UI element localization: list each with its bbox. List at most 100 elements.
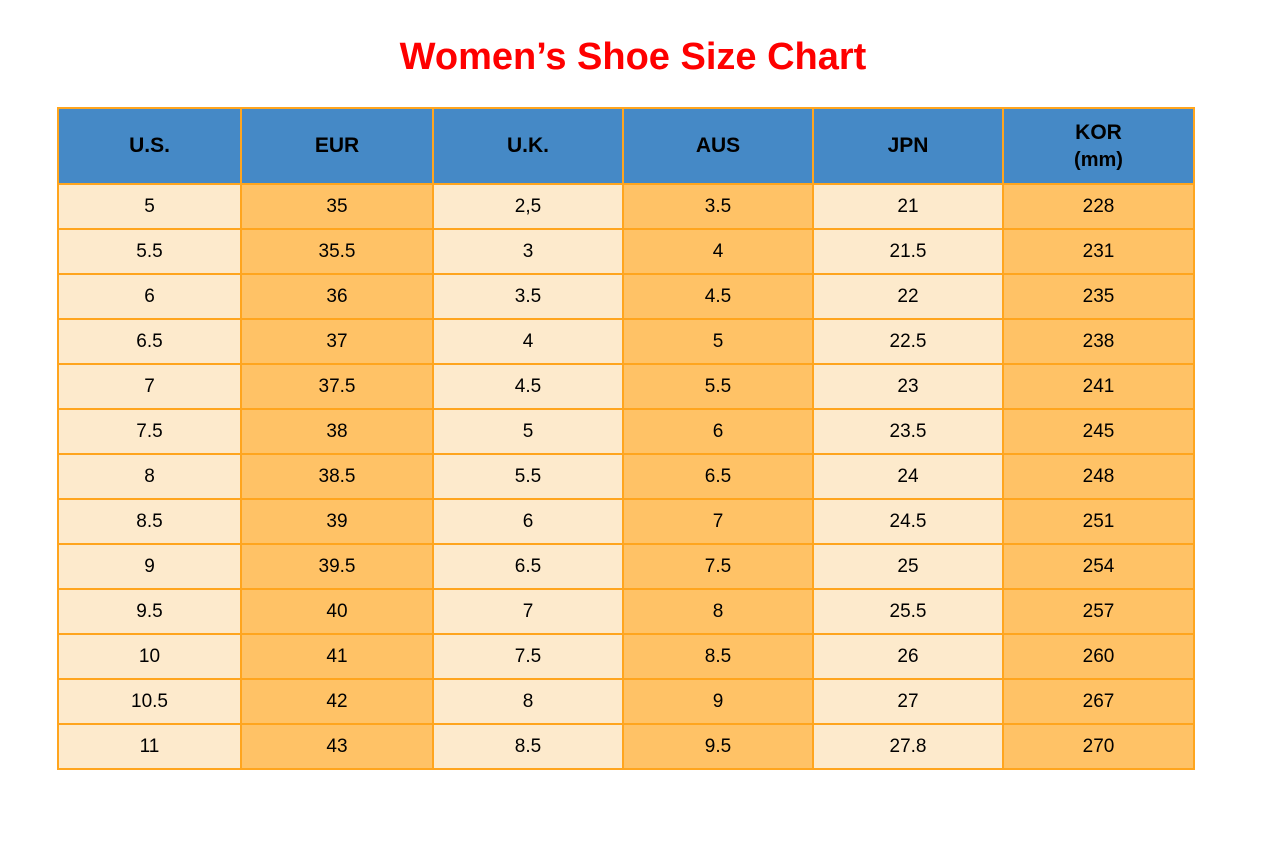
table-row: 5 35 2,5 3.5 21 228: [57, 183, 1195, 230]
table-cell: 4: [432, 318, 624, 365]
table-cell: 27: [812, 678, 1004, 725]
table-cell: 7.5: [622, 543, 814, 590]
table-cell: 21: [812, 183, 1004, 230]
table-cell: 8: [622, 588, 814, 635]
header-label: U.K.: [507, 134, 549, 158]
table-cell: 8: [432, 678, 624, 725]
table-cell: 24: [812, 453, 1004, 500]
table-cell: 254: [1002, 543, 1195, 590]
table-cell: 37: [240, 318, 434, 365]
table-row: 10 41 7.5 8.5 26 260: [57, 633, 1195, 680]
table-cell: 228: [1002, 183, 1195, 230]
table-cell: 238: [1002, 318, 1195, 365]
table-cell: 35.5: [240, 228, 434, 275]
table-row: 11 43 8.5 9.5 27.8 270: [57, 723, 1195, 770]
table-cell: 25.5: [812, 588, 1004, 635]
table-cell: 8.5: [57, 498, 242, 545]
table-cell: 267: [1002, 678, 1195, 725]
header-label: U.S.: [129, 134, 170, 158]
shoe-size-table: U.S. EUR U.K. AUS JPN KOR (mm) 5 35 2,5 3.5 21 228 5…: [57, 107, 1195, 770]
table-cell: 40: [240, 588, 434, 635]
table-cell: 27.8: [812, 723, 1004, 770]
table-cell: 235: [1002, 273, 1195, 320]
table-cell: 248: [1002, 453, 1195, 500]
header-cell-u-k: U.K.: [432, 107, 624, 185]
table-cell: 22: [812, 273, 1004, 320]
header-label: AUS: [695, 134, 741, 158]
table-cell: 24.5: [812, 498, 1004, 545]
table-cell: 7.5: [57, 408, 242, 455]
table-cell: 39.5: [240, 543, 434, 590]
table-cell: 245: [1002, 408, 1195, 455]
table-row: 8 38.5 5.5 6.5 24 248: [57, 453, 1195, 500]
table-cell: 38: [240, 408, 434, 455]
table-cell: 43: [240, 723, 434, 770]
table-cell: 36: [240, 273, 434, 320]
table-row: 7 37.5 4.5 5.5 23 241: [57, 363, 1195, 410]
table-cell: 3: [432, 228, 624, 275]
header-row: U.S. EUR U.K. AUS JPN KOR (mm): [57, 107, 1195, 185]
table-cell: 42: [240, 678, 434, 725]
header-cell-u-s: U.S.: [57, 107, 242, 185]
table-cell: 37.5: [240, 363, 434, 410]
table-cell: 11: [57, 723, 242, 770]
table-cell: 7.5: [432, 633, 624, 680]
table-body: 5 35 2,5 3.5 21 228 5.5 35.5 3 4 21.5 231 6 36 3.5 4.5 2…: [57, 183, 1195, 770]
table-cell: 260: [1002, 633, 1195, 680]
header-cell-aus: AUS: [622, 107, 814, 185]
table-cell: 9.5: [57, 588, 242, 635]
table-cell: 23: [812, 363, 1004, 410]
table-cell: 22.5: [812, 318, 1004, 365]
table-cell: 270: [1002, 723, 1195, 770]
table-row: 10.5 42 8 9 27 267: [57, 678, 1195, 725]
table-cell: 2,5: [432, 183, 624, 230]
table-cell: 257: [1002, 588, 1195, 635]
table-cell: 5.5: [622, 363, 814, 410]
table-cell: 10.5: [57, 678, 242, 725]
table-cell: 9: [622, 678, 814, 725]
table-cell: 5.5: [432, 453, 624, 500]
table-cell: 41: [240, 633, 434, 680]
table-row: 6 36 3.5 4.5 22 235: [57, 273, 1195, 320]
table-row: 7.5 38 5 6 23.5 245: [57, 408, 1195, 455]
header-cell-kor-mm: KOR (mm): [1002, 107, 1195, 185]
table-cell: 3.5: [622, 183, 814, 230]
table-cell: 26: [812, 633, 1004, 680]
table-cell: 4.5: [432, 363, 624, 410]
table-cell: 8.5: [432, 723, 624, 770]
table-cell: 5: [432, 408, 624, 455]
table-cell: 9: [57, 543, 242, 590]
header-label: KOR: [1075, 121, 1122, 145]
table-cell: 6: [432, 498, 624, 545]
table-cell: 7: [622, 498, 814, 545]
table-cell: 8: [57, 453, 242, 500]
table-cell: 38.5: [240, 453, 434, 500]
header-sublabel: (mm): [1074, 148, 1123, 171]
table-cell: 7: [57, 363, 242, 410]
table-cell: 35: [240, 183, 434, 230]
table-cell: 6.5: [57, 318, 242, 365]
table-row: 8.5 39 6 7 24.5 251: [57, 498, 1195, 545]
header-cell-jpn: JPN: [812, 107, 1004, 185]
table-row: 9 39.5 6.5 7.5 25 254: [57, 543, 1195, 590]
table-cell: 9.5: [622, 723, 814, 770]
table-cell: 231: [1002, 228, 1195, 275]
table-cell: 23.5: [812, 408, 1004, 455]
table-cell: 6: [622, 408, 814, 455]
table-cell: 3.5: [432, 273, 624, 320]
table-cell: 39: [240, 498, 434, 545]
table-cell: 241: [1002, 363, 1195, 410]
table-cell: 8.5: [622, 633, 814, 680]
header-cell-eur: EUR: [240, 107, 434, 185]
table-cell: 6: [57, 273, 242, 320]
header-label: EUR: [314, 134, 360, 158]
table-cell: 21.5: [812, 228, 1004, 275]
page-title: Women’s Shoe Size Chart: [399, 36, 867, 78]
table-cell: 4.5: [622, 273, 814, 320]
table-cell: 5: [622, 318, 814, 365]
table-cell: 5: [57, 183, 242, 230]
table-row: 5.5 35.5 3 4 21.5 231: [57, 228, 1195, 275]
table-cell: 6.5: [432, 543, 624, 590]
table-cell: 5.5: [57, 228, 242, 275]
